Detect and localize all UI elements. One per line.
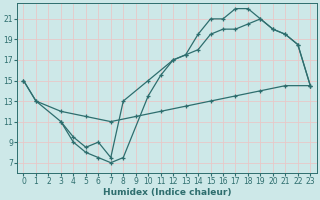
- X-axis label: Humidex (Indice chaleur): Humidex (Indice chaleur): [103, 188, 231, 197]
